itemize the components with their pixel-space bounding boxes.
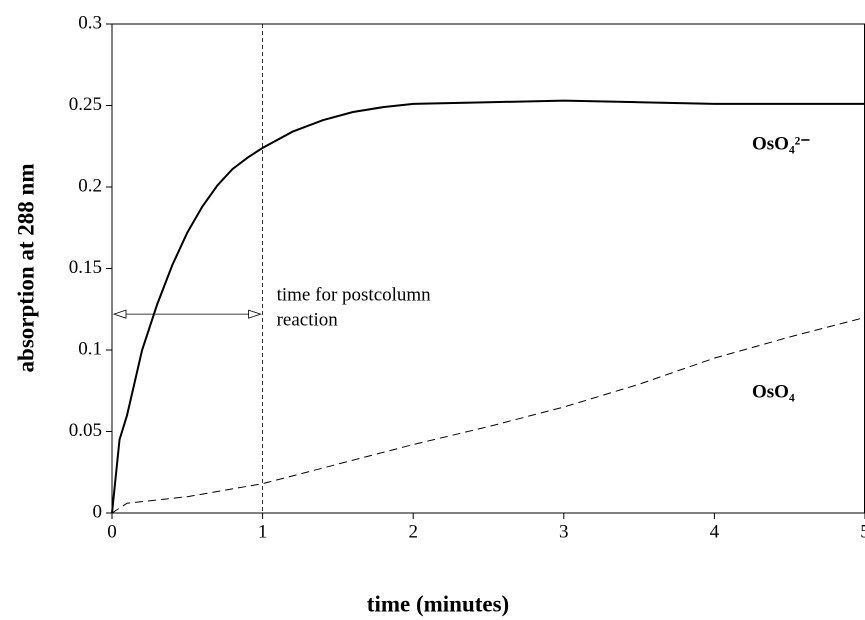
series-label: OsO₄²⁻ xyxy=(752,133,810,154)
arrow-head xyxy=(112,309,127,319)
y-tick-label: 0.25 xyxy=(69,94,102,115)
y-tick-label: 0.2 xyxy=(78,175,102,196)
x-axis-title: time (minutes) xyxy=(367,591,509,616)
y-tick-label: 0.15 xyxy=(69,257,102,278)
x-tick-label: 5 xyxy=(860,521,865,542)
x-tick-label: 3 xyxy=(559,521,569,542)
annotation-text: reaction xyxy=(277,309,339,330)
y-tick-label: 0.05 xyxy=(69,420,102,441)
x-tick-label: 4 xyxy=(710,521,720,542)
y-axis-title: absorption at 288 nm xyxy=(13,164,38,373)
series-line xyxy=(111,316,865,514)
x-tick-label: 2 xyxy=(408,521,418,542)
arrow-head xyxy=(248,309,262,319)
series-label: OsO₄ xyxy=(752,381,795,402)
annotation-text: time for postcolumn xyxy=(277,284,432,305)
y-tick-label: 0.1 xyxy=(78,338,102,359)
y-tick-label: 0 xyxy=(93,501,103,522)
series-line xyxy=(111,99,865,514)
y-tick-label: 0.3 xyxy=(78,12,102,33)
x-tick-label: 1 xyxy=(258,521,268,542)
x-tick-label: 0 xyxy=(107,521,117,542)
